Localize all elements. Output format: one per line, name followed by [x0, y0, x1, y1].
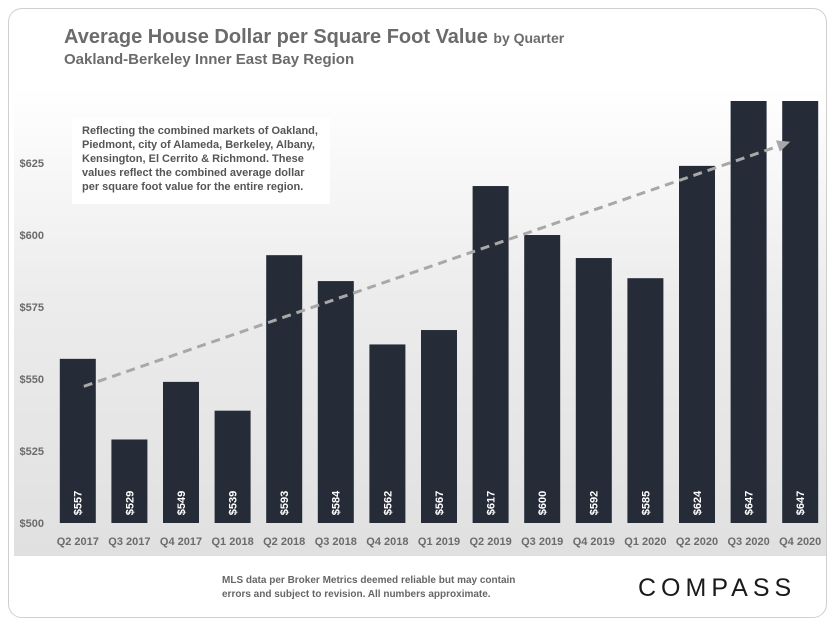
bars-group: [59, 101, 819, 524]
x-tick-label: Q4 2017: [160, 536, 202, 548]
x-tick-label: Q3 2017: [108, 536, 150, 548]
bar: [111, 439, 148, 523]
x-tick-label: Q4 2019: [573, 536, 615, 548]
x-tick-label: Q2 2020: [676, 536, 718, 548]
compass-logo: COMPASS: [638, 574, 797, 602]
bar-data-label: $617: [486, 491, 498, 515]
bar: [730, 101, 767, 523]
y-tick-label: $600: [20, 230, 44, 242]
bar: [317, 281, 354, 523]
x-tick-label: Q1 2020: [624, 536, 666, 548]
bar-data-label: $647: [795, 491, 807, 515]
bar-data-label: $624: [692, 490, 704, 515]
annotation-box: Reflecting the combined markets of Oakla…: [72, 118, 330, 204]
bar-data-label: $584: [331, 490, 343, 515]
bar: [472, 186, 509, 524]
bar-data-label: $567: [434, 491, 446, 515]
bar-data-label: $600: [537, 491, 549, 515]
x-tick-label: Q1 2018: [211, 536, 253, 548]
bar: [266, 255, 303, 523]
bar: [59, 358, 96, 523]
bar: [782, 101, 819, 523]
bar-data-label: $585: [640, 491, 652, 515]
x-axis-labels: Q2 2017 Q3 2017 Q4 2017 Q1 2018 Q2 2018 Q3 20…: [57, 536, 822, 548]
x-tick-label: Q2 2018: [263, 536, 305, 548]
bar-data-label: $529: [124, 491, 136, 515]
y-tick-label: $625: [20, 158, 44, 170]
y-tick-label: $500: [20, 518, 44, 530]
bar: [421, 330, 457, 523]
y-tick-label: $575: [20, 302, 44, 314]
y-tick-label: $525: [20, 446, 44, 458]
bar-data-label: $549: [176, 491, 188, 515]
chart-title-suffix: by Quarter: [493, 30, 565, 46]
bar: [575, 258, 612, 523]
y-axis-labels: $500 $525 $550 $575 $600 $625: [20, 158, 44, 530]
x-tick-label: Q2 2019: [469, 536, 511, 548]
bar-data-label: $562: [382, 491, 394, 515]
bar-data-label: $593: [279, 491, 291, 515]
bar-data-label: $592: [589, 491, 601, 515]
y-tick-label: $550: [20, 374, 44, 386]
bar: [524, 235, 561, 523]
x-tick-label: Q3 2019: [521, 536, 563, 548]
x-tick-label: Q4 2020: [779, 536, 821, 548]
trendline: [83, 143, 783, 388]
chart-title: Average House Dollar per Square Foot Val…: [64, 26, 564, 49]
chart-subtitle: Oakland-Berkeley Inner East Bay Region: [64, 51, 355, 68]
data-labels-group: $557 $529 $549 $539 $593 $584 $562 $567 $617 $600…: [73, 490, 807, 515]
bar: [163, 381, 199, 523]
x-tick-label: Q1 2019: [418, 536, 460, 548]
trendline-arrowhead: [775, 140, 791, 152]
bar: [627, 278, 664, 523]
bar: [679, 165, 715, 523]
bar: [369, 344, 406, 523]
bar-data-label: $647: [744, 491, 756, 515]
x-tick-label: Q2 2017: [57, 536, 99, 548]
x-tick-label: Q3 2020: [727, 536, 769, 548]
x-tick-label: Q4 2018: [366, 536, 408, 548]
source-note: MLS data per Broker Metrics deemed relia…: [222, 575, 516, 600]
bar-data-label: $539: [228, 491, 240, 515]
bar-data-label: $557: [73, 491, 85, 515]
x-tick-label: Q3 2018: [315, 536, 357, 548]
bar: [214, 410, 251, 523]
chart-title-main: Average House Dollar per Square Foot Val…: [64, 26, 488, 48]
trendline-group: [83, 140, 791, 388]
